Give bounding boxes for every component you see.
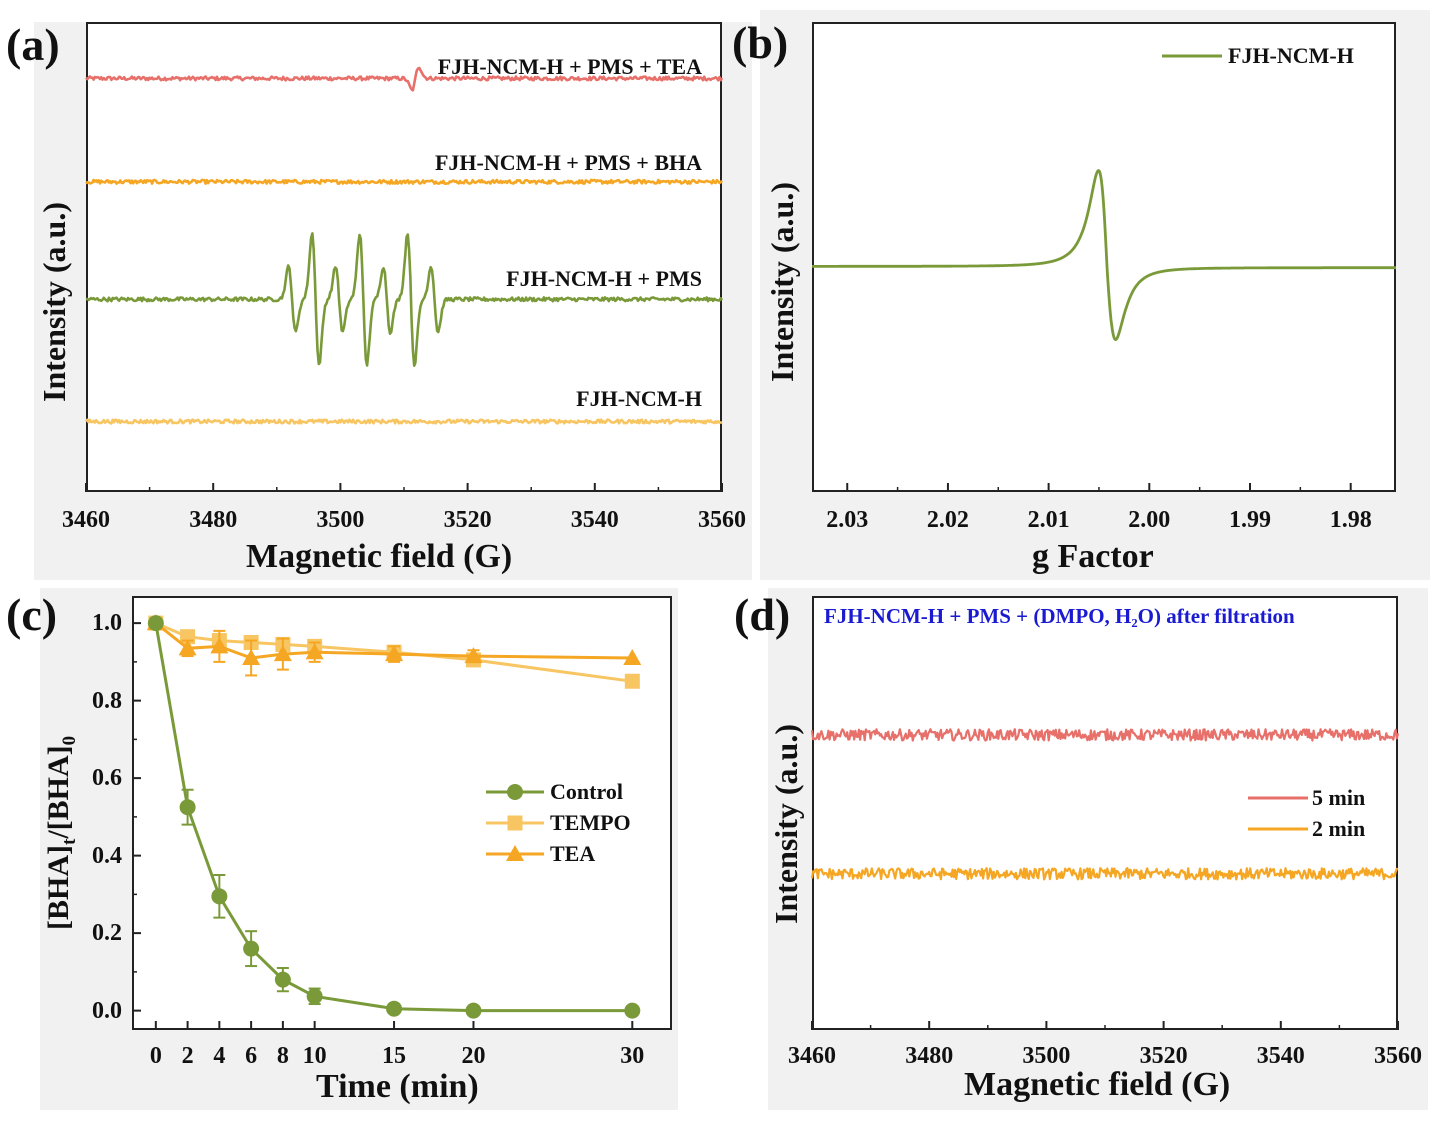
- data-point-c-2: [273, 645, 292, 662]
- legend-label-b-0: FJH-NCM-H: [1228, 43, 1354, 68]
- x-tick-label-b: 2.02: [926, 507, 969, 533]
- x-axis-title-d: Magnetic field (G): [964, 1066, 1231, 1103]
- data-point-c-2: [385, 645, 404, 662]
- y-tick-label-c: 0.2: [92, 920, 122, 947]
- data-point-c-2: [210, 637, 229, 654]
- legend-marker-c-2: [506, 845, 524, 861]
- plot-area-d: [812, 596, 1398, 1030]
- x-tick-label-c: 10: [302, 1043, 327, 1069]
- x-tick-label-c: 8: [276, 1043, 289, 1069]
- x-tick-label-d: 3460: [788, 1043, 836, 1069]
- data-point-c-0: [147, 615, 164, 632]
- data-point-c-0: [243, 940, 260, 957]
- data-point-c-0: [211, 888, 228, 905]
- series-line-b-0: [811, 169, 1397, 342]
- x-tick-label-b: 1.98: [1329, 507, 1372, 533]
- x-tick-label-c: 30: [620, 1043, 645, 1069]
- x-tick-label-a: 3540: [570, 507, 619, 533]
- panel-d: (d) 3460 3480 3500 3520 3540 3560 5 min 2 min F…: [734, 588, 1428, 1110]
- series-label-a-0: FJH-NCM-H + PMS + TEA: [437, 54, 702, 79]
- panel-letter-d: (d): [734, 589, 791, 640]
- x-tick-label-a: 3520: [443, 507, 492, 533]
- y-axis-title-c: [BHA]t/[BHA]0: [42, 735, 80, 930]
- data-point-c-1: [624, 673, 640, 689]
- data-point-c-0: [465, 1002, 482, 1019]
- legend-label-c-1: TEMPO: [550, 810, 631, 835]
- panel-c: (c) 0 2 4 6 8 10 15 20 30 0.0 0.2 0.4 0.6 0.8 1.0 Contr…: [6, 588, 678, 1110]
- data-point-c-0: [274, 971, 291, 988]
- panel-b: (b) 2.03 2.02 2.01 2.00 1.99 1.98 FJH-NCM-H In…: [732, 10, 1430, 580]
- x-tick-label-c: 2: [181, 1043, 194, 1069]
- y-tick-label-c: 1.0: [92, 610, 122, 637]
- data-point-c-2: [464, 647, 483, 664]
- data-point-c-2: [178, 639, 197, 656]
- legend-label-c-0: Control: [550, 779, 623, 804]
- chart-b-svg: [811, 54, 1397, 492]
- data-point-c-0: [179, 799, 196, 816]
- panel-letter-a: (a): [6, 19, 60, 70]
- x-tick-label-a: 3500: [316, 507, 365, 533]
- panel-letter-c: (c): [6, 589, 58, 640]
- series-label-a-2: FJH-NCM-H + PMS: [506, 266, 702, 291]
- legend-label-d-0: 5 min: [1312, 785, 1366, 810]
- x-tick-label-d: 3500: [1022, 1043, 1071, 1069]
- x-tick-label-b: 1.99: [1229, 507, 1271, 533]
- x-tick-label-d: 3540: [1256, 1043, 1305, 1069]
- x-tick-label-b: 2.00: [1128, 507, 1171, 533]
- data-point-c-0: [306, 988, 323, 1005]
- x-tick-label-c: 0: [149, 1043, 162, 1069]
- chart-c-svg: [132, 614, 642, 1030]
- plot-area-c: [132, 596, 672, 1030]
- legend-marker-c-1: [507, 815, 523, 831]
- x-tick-label-c: 20: [461, 1043, 486, 1069]
- x-tick-label-b: 2.01: [1027, 507, 1070, 533]
- legend-label-d-1: 2 min: [1312, 816, 1366, 841]
- x-tick-label-a: 3560: [698, 507, 746, 533]
- legend-marker-c-0: [507, 784, 523, 800]
- series-label-a-1: FJH-NCM-H + PMS + BHA: [434, 150, 702, 175]
- y-tick-label-c: 0.8: [92, 687, 122, 714]
- series-line-d-0: [810, 728, 1400, 742]
- x-tick-label-a: 3480: [189, 507, 238, 533]
- panel-a: (a) 3460 3480 3500 3520 3540 3560 FJH-NCM-H + …: [6, 22, 752, 580]
- series-line-a-3: [85, 418, 723, 425]
- series-line-a-1: [85, 178, 724, 185]
- y-axis-title-d: Intensity (a.u.): [768, 723, 804, 924]
- x-axis-title-c: Time (min): [316, 1068, 479, 1105]
- data-point-c-0: [624, 1002, 641, 1019]
- x-tick-label-c: 4: [213, 1043, 226, 1069]
- legend-label-c-2: TEA: [550, 841, 596, 866]
- panel-letter-b: (b): [732, 17, 789, 68]
- y-axis-title-b: Intensity (a.u.): [764, 181, 800, 382]
- chart-a-svg: [85, 66, 724, 492]
- x-axis-title-b: g Factor: [1032, 538, 1154, 575]
- y-tick-label-c: 0.4: [92, 842, 122, 869]
- x-tick-label-d: 3560: [1374, 1043, 1422, 1069]
- series-label-a-3: FJH-NCM-H: [576, 386, 702, 411]
- data-point-c-2: [242, 649, 261, 665]
- series-line-d-1: [810, 867, 1399, 881]
- chart-d-title: FJH-NCM-H + PMS + (DMPO, H₂O) after filt…: [824, 604, 1295, 628]
- data-point-c-2: [623, 649, 642, 665]
- plot-area-b: [812, 22, 1396, 492]
- y-tick-label-c: 0.0: [92, 997, 122, 1024]
- chart-d-svg: [810, 728, 1400, 1030]
- y-tick-label-c: 0.6: [92, 765, 122, 792]
- x-tick-label-d: 3520: [1139, 1043, 1188, 1069]
- series-line-a-2: [85, 232, 724, 368]
- x-tick-label-c: 15: [382, 1043, 407, 1069]
- x-axis-title-a: Magnetic field (G): [246, 538, 513, 575]
- y-axis-title-a: Intensity (a.u.): [36, 201, 72, 402]
- x-tick-label-a: 3460: [62, 507, 110, 533]
- data-point-c-2: [305, 643, 324, 660]
- x-tick-label-c: 6: [245, 1043, 258, 1069]
- data-point-c-0: [386, 1000, 403, 1017]
- series-line-a-0: [85, 66, 724, 92]
- x-tick-label-b: 2.03: [826, 507, 869, 533]
- x-tick-label-d: 3480: [905, 1043, 954, 1069]
